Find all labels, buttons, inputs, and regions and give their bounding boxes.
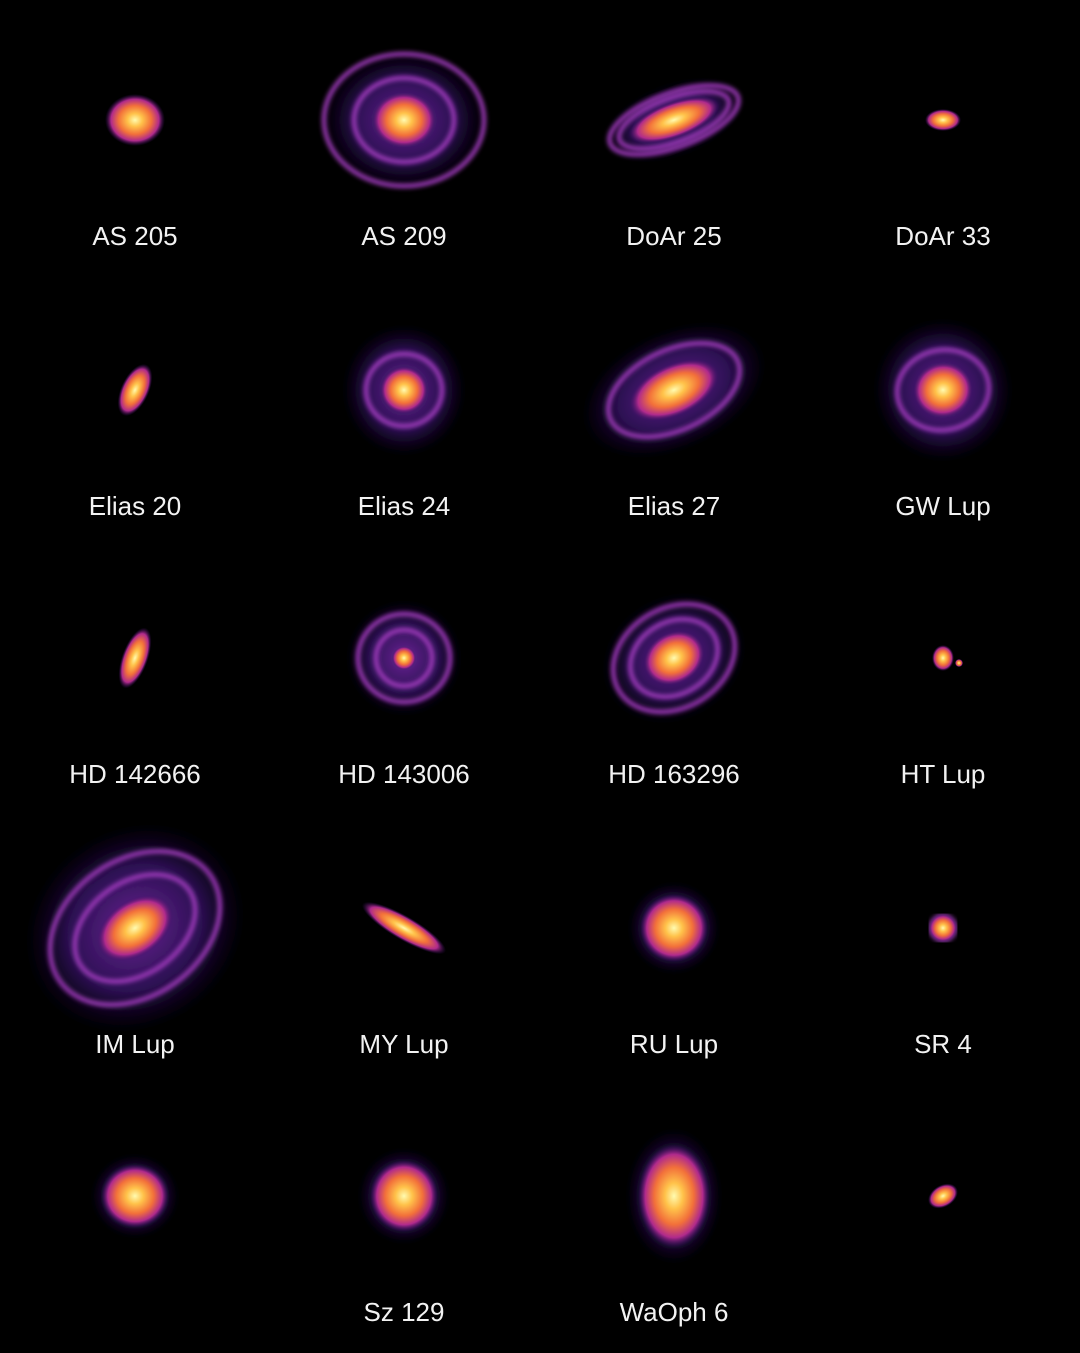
disk-image	[872, 318, 1014, 462]
disk-label: HT Lup	[901, 759, 986, 789]
disk-core	[925, 109, 961, 131]
disk-image	[346, 600, 462, 716]
disk-core	[913, 361, 973, 419]
disk-label: Elias 20	[89, 491, 182, 521]
disk-ring	[351, 75, 457, 165]
disk-image	[628, 882, 720, 974]
disk-image	[932, 645, 963, 671]
disk-image	[358, 1148, 450, 1244]
disk-image	[605, 78, 743, 162]
disk-image	[581, 321, 767, 459]
disk-core	[380, 366, 428, 414]
disk-ring	[894, 347, 992, 433]
disk-core	[118, 627, 152, 689]
disk-ring	[616, 88, 732, 152]
disk-core	[640, 894, 708, 962]
disk-label: WaOph 6	[620, 1297, 729, 1327]
disk-core	[370, 1160, 438, 1232]
disk-label: Sz 129	[364, 1297, 445, 1327]
disk-core	[628, 96, 720, 144]
disk-image	[928, 913, 958, 943]
disk-image	[925, 109, 961, 131]
disk-label: DoAr 25	[626, 221, 721, 251]
disk-core	[643, 630, 705, 686]
disk-image	[342, 324, 466, 456]
disk-ring	[373, 627, 435, 689]
disk-label: MY Lup	[359, 1029, 448, 1059]
disk-image	[118, 627, 152, 689]
disk-label: Elias 27	[628, 491, 721, 521]
disk-label: HD 163296	[608, 759, 740, 789]
disk-ring	[606, 83, 742, 157]
disk-core	[929, 914, 957, 942]
disk-core	[372, 92, 436, 148]
disk-image	[928, 1183, 958, 1209]
disk-image	[117, 363, 153, 417]
disk-image	[626, 1128, 722, 1264]
disk-core	[97, 894, 173, 962]
companion	[955, 659, 963, 667]
disk-core	[928, 1183, 958, 1209]
disk-core	[101, 1164, 169, 1228]
disk-core	[392, 646, 416, 670]
disk-core	[629, 358, 719, 422]
disk-core	[105, 94, 165, 146]
disk-ring	[605, 340, 743, 440]
disk-label: AS 205	[92, 221, 177, 251]
disk-image	[91, 1154, 179, 1238]
disk-core	[117, 363, 153, 417]
disk-ring	[627, 616, 721, 700]
disk-label: AS 209	[361, 221, 446, 251]
disk-label: RU Lup	[630, 1029, 718, 1059]
disk-label: DoAr 33	[895, 221, 990, 251]
disk-image	[105, 94, 165, 146]
disk-image	[362, 901, 446, 955]
disk-ring	[47, 848, 223, 1008]
disk-ring	[610, 601, 738, 715]
disk-core	[362, 901, 446, 955]
disk-label: SR 4	[914, 1029, 972, 1059]
disk-image	[321, 50, 487, 190]
disk-label: IM Lup	[95, 1029, 175, 1059]
disk-core	[932, 645, 954, 671]
disk-core	[638, 1144, 710, 1248]
disk-label: HD 143006	[338, 759, 470, 789]
disk-ring	[363, 351, 445, 429]
disk-label: GW Lup	[895, 491, 990, 521]
disk-ring	[355, 611, 453, 705]
disk-ring	[321, 51, 487, 189]
disk-ring	[72, 872, 198, 984]
disk-image	[24, 822, 246, 1034]
disk-label: HD 142666	[69, 759, 201, 789]
disk-image	[602, 592, 746, 724]
disk-label: Elias 24	[358, 491, 451, 521]
